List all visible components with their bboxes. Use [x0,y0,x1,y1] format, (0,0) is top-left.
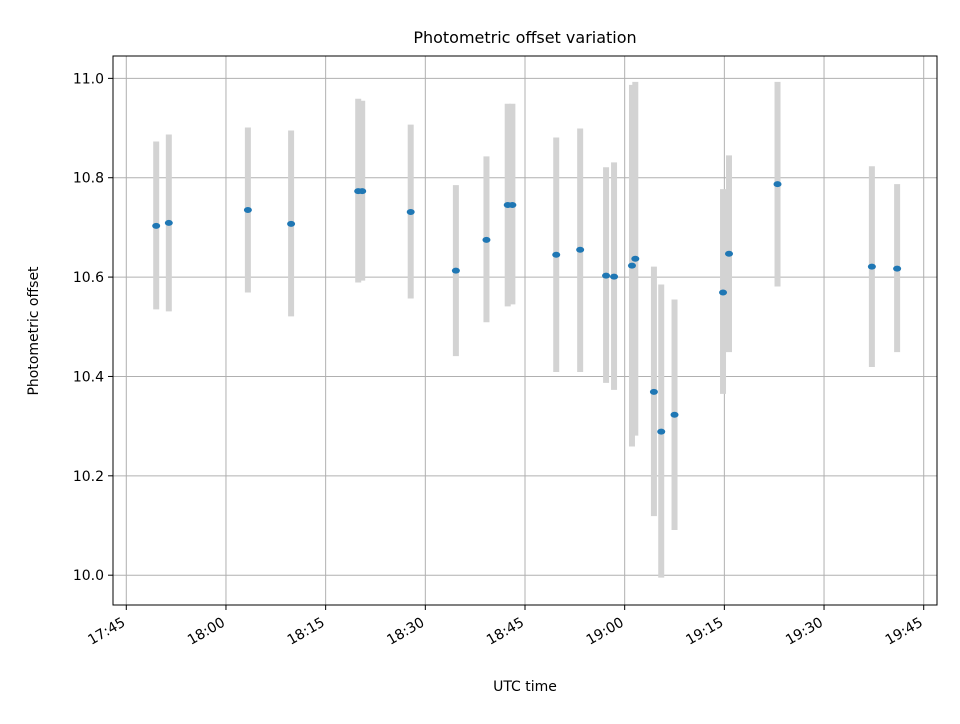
data-point [243,207,252,214]
y-tick-label: 10.0 [73,568,104,584]
data-point [725,250,734,257]
point-layer [152,181,902,435]
data-point [576,246,585,253]
y-tick-label: 11.0 [73,71,104,87]
y-tick-label: 10.2 [73,469,104,485]
data-point [508,202,517,209]
data-point [451,267,460,274]
data-point [773,181,782,188]
y-axis-label: Photometric offset [26,266,42,396]
y-axis-ticks: 10.0 10.2 10.4 10.6 10.8 11.0 [73,71,113,584]
data-point [649,388,658,395]
data-point [602,272,611,279]
data-point [358,188,367,195]
data-point [164,219,173,226]
data-point [482,236,491,243]
grid-layer [113,56,937,605]
data-point [287,220,296,227]
x-axis-label: UTC time [493,679,557,695]
data-point [631,255,640,262]
data-point [152,222,161,229]
data-point [610,273,619,280]
data-point [893,265,902,272]
data-point [867,263,876,270]
y-tick-label: 10.4 [73,369,104,385]
y-tick-label: 10.6 [73,270,104,286]
data-point [552,251,561,258]
chart-title: Photometric offset variation [413,28,636,47]
data-point [627,262,636,269]
data-point [719,289,728,296]
y-tick-label: 10.8 [73,171,104,187]
data-point [670,411,679,418]
data-point [406,209,415,216]
data-point [657,428,666,435]
